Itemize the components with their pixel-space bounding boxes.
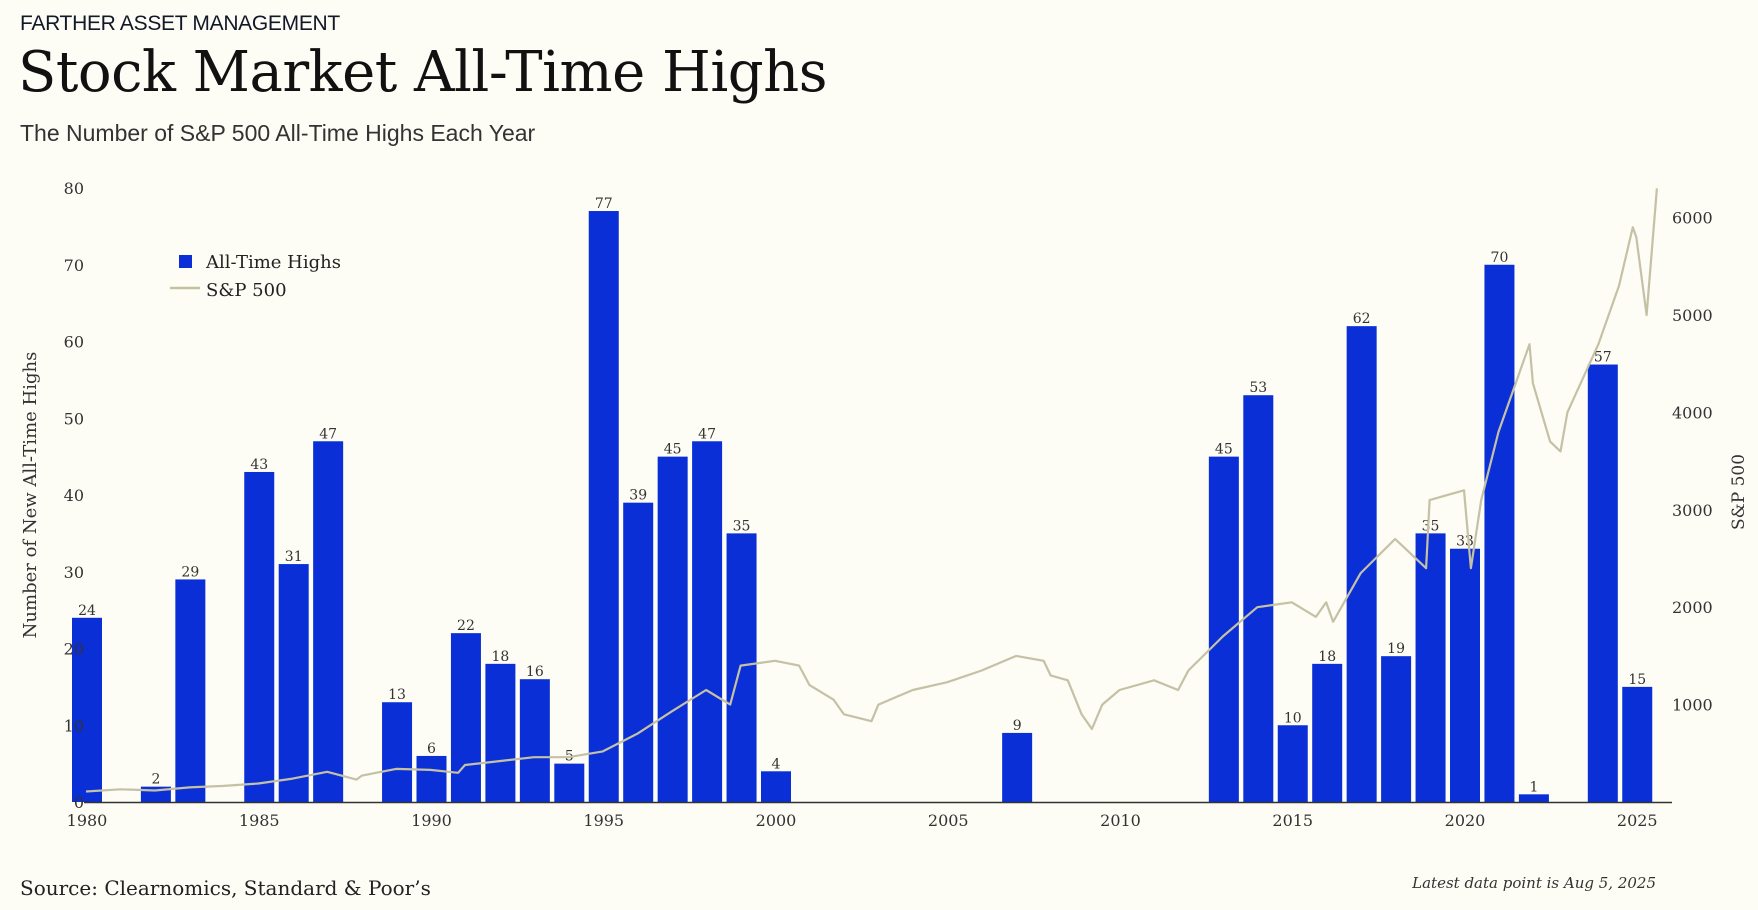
bar-2018: [1381, 656, 1412, 802]
bar-1991: [450, 633, 481, 802]
bar-2020: [1450, 548, 1480, 802]
bar-2007: [1002, 732, 1033, 802]
bar-label-1983: 29: [181, 564, 199, 580]
bar-label-2007: 9: [1013, 718, 1022, 734]
legend-swatch-bars: [179, 255, 192, 268]
x-tick-2000: 2000: [756, 811, 797, 830]
bar-1980: [72, 617, 102, 802]
y-tick-30: 30: [64, 563, 84, 582]
bar-label-2017: 62: [1353, 311, 1371, 327]
bar-2017: [1346, 326, 1377, 802]
bar-1999: [726, 533, 757, 802]
bar-label-1993: 16: [526, 664, 544, 680]
page-title: Stock Market All-Time Highs: [18, 40, 827, 105]
bar-label-1996: 39: [629, 488, 647, 504]
bar-1992: [485, 663, 516, 802]
x-tick-1980: 1980: [67, 811, 108, 830]
bar-label-2014: 53: [1249, 380, 1267, 396]
bar-1994: [554, 763, 585, 802]
bar-label-1980: 24: [78, 603, 96, 619]
y-tick-60: 60: [64, 333, 84, 352]
bar-2021: [1484, 264, 1515, 802]
x-tick-2010: 2010: [1100, 811, 1141, 830]
bar-1996: [623, 502, 654, 802]
bar-label-1985: 43: [250, 457, 268, 473]
y2-tick-4000: 4000: [1672, 403, 1713, 422]
y-tick-10: 10: [64, 716, 84, 735]
y-tick-20: 20: [64, 640, 84, 659]
x-tick-1995: 1995: [583, 811, 624, 830]
bar-label-2021: 70: [1491, 250, 1509, 266]
bar-2025: [1622, 686, 1653, 802]
bar-label-2022: 1: [1529, 779, 1538, 795]
bar-1993: [519, 679, 550, 802]
bar-1983: [175, 579, 206, 802]
y2-tick-1000: 1000: [1672, 696, 1713, 715]
sp500-line: [85, 188, 1658, 793]
x-tick-1990: 1990: [411, 811, 452, 830]
y-axis-title: Number of New All-Time Highs: [20, 352, 41, 639]
bar-2013: [1208, 456, 1239, 802]
bar-2016: [1312, 663, 1343, 802]
x-tick-2025: 2025: [1617, 811, 1658, 830]
bar-1987: [313, 441, 344, 802]
y2-tick-6000: 6000: [1672, 209, 1713, 228]
bar-1990: [416, 755, 447, 802]
bar-2019: [1415, 533, 1446, 802]
bar-label-2013: 45: [1215, 442, 1233, 458]
bar-1989: [382, 702, 413, 802]
bar-label-2000: 4: [772, 756, 781, 772]
brand-name: FARTHER ASSET MANAGEMENT: [20, 12, 340, 35]
bar-1986: [278, 564, 309, 802]
bar-1985: [244, 471, 275, 802]
y-tick-70: 70: [64, 256, 84, 275]
bar-2000: [761, 771, 791, 802]
x-tick-2005: 2005: [928, 811, 969, 830]
y-tick-80: 80: [64, 179, 84, 198]
bar-2015: [1277, 725, 1308, 802]
legend-label-line: S&P 500: [206, 280, 287, 301]
x-tick-2020: 2020: [1445, 811, 1486, 830]
bar-1997: [657, 456, 688, 802]
bar-label-2020: 33: [1456, 534, 1474, 550]
bar-2024: [1587, 364, 1618, 802]
page-subtitle: The Number of S&P 500 All-Time Highs Eac…: [20, 120, 536, 146]
y-tick-50: 50: [64, 409, 84, 428]
bar-label-1987: 47: [319, 426, 337, 442]
source-note: Source: Clearnomics, Standard & Poor’s: [20, 876, 431, 900]
legend-label-bars: All-Time Highs: [205, 252, 341, 273]
bar-label-2016: 18: [1318, 649, 1336, 665]
bar-label-2018: 19: [1387, 641, 1405, 657]
bar-2022: [1518, 794, 1549, 802]
x-tick-2015: 2015: [1272, 811, 1313, 830]
bar-label-1992: 18: [491, 649, 509, 665]
bar-label-2024: 57: [1594, 350, 1612, 366]
bar-label-1986: 31: [285, 549, 303, 565]
y2-tick-2000: 2000: [1672, 598, 1713, 617]
y2-axis-title: S&P 500: [1729, 454, 1749, 530]
bar-label-1989: 13: [388, 687, 406, 703]
bar-label-1998: 47: [698, 426, 716, 442]
bar-label-2019: 35: [1422, 518, 1440, 534]
bar-1995: [588, 211, 619, 802]
x-tick-1985: 1985: [239, 811, 280, 830]
latest-data-note: Latest data point is Aug 5, 2025: [1412, 874, 1656, 892]
bar-1998: [692, 441, 723, 802]
bar-label-2015: 10: [1284, 710, 1302, 726]
bar-label-1997: 45: [664, 442, 682, 458]
bar-label-1999: 35: [733, 518, 751, 534]
bar-label-1995: 77: [595, 196, 613, 212]
bar-label-1982: 2: [151, 772, 160, 788]
y-tick-0: 0: [74, 793, 84, 812]
bar-label-1990: 6: [427, 741, 436, 757]
bar-label-1991: 22: [457, 618, 475, 634]
y2-tick-3000: 3000: [1672, 501, 1713, 520]
bar-2014: [1243, 395, 1274, 802]
y2-tick-5000: 5000: [1672, 306, 1713, 325]
bar-label-2025: 15: [1628, 672, 1646, 688]
y-tick-40: 40: [64, 486, 84, 505]
